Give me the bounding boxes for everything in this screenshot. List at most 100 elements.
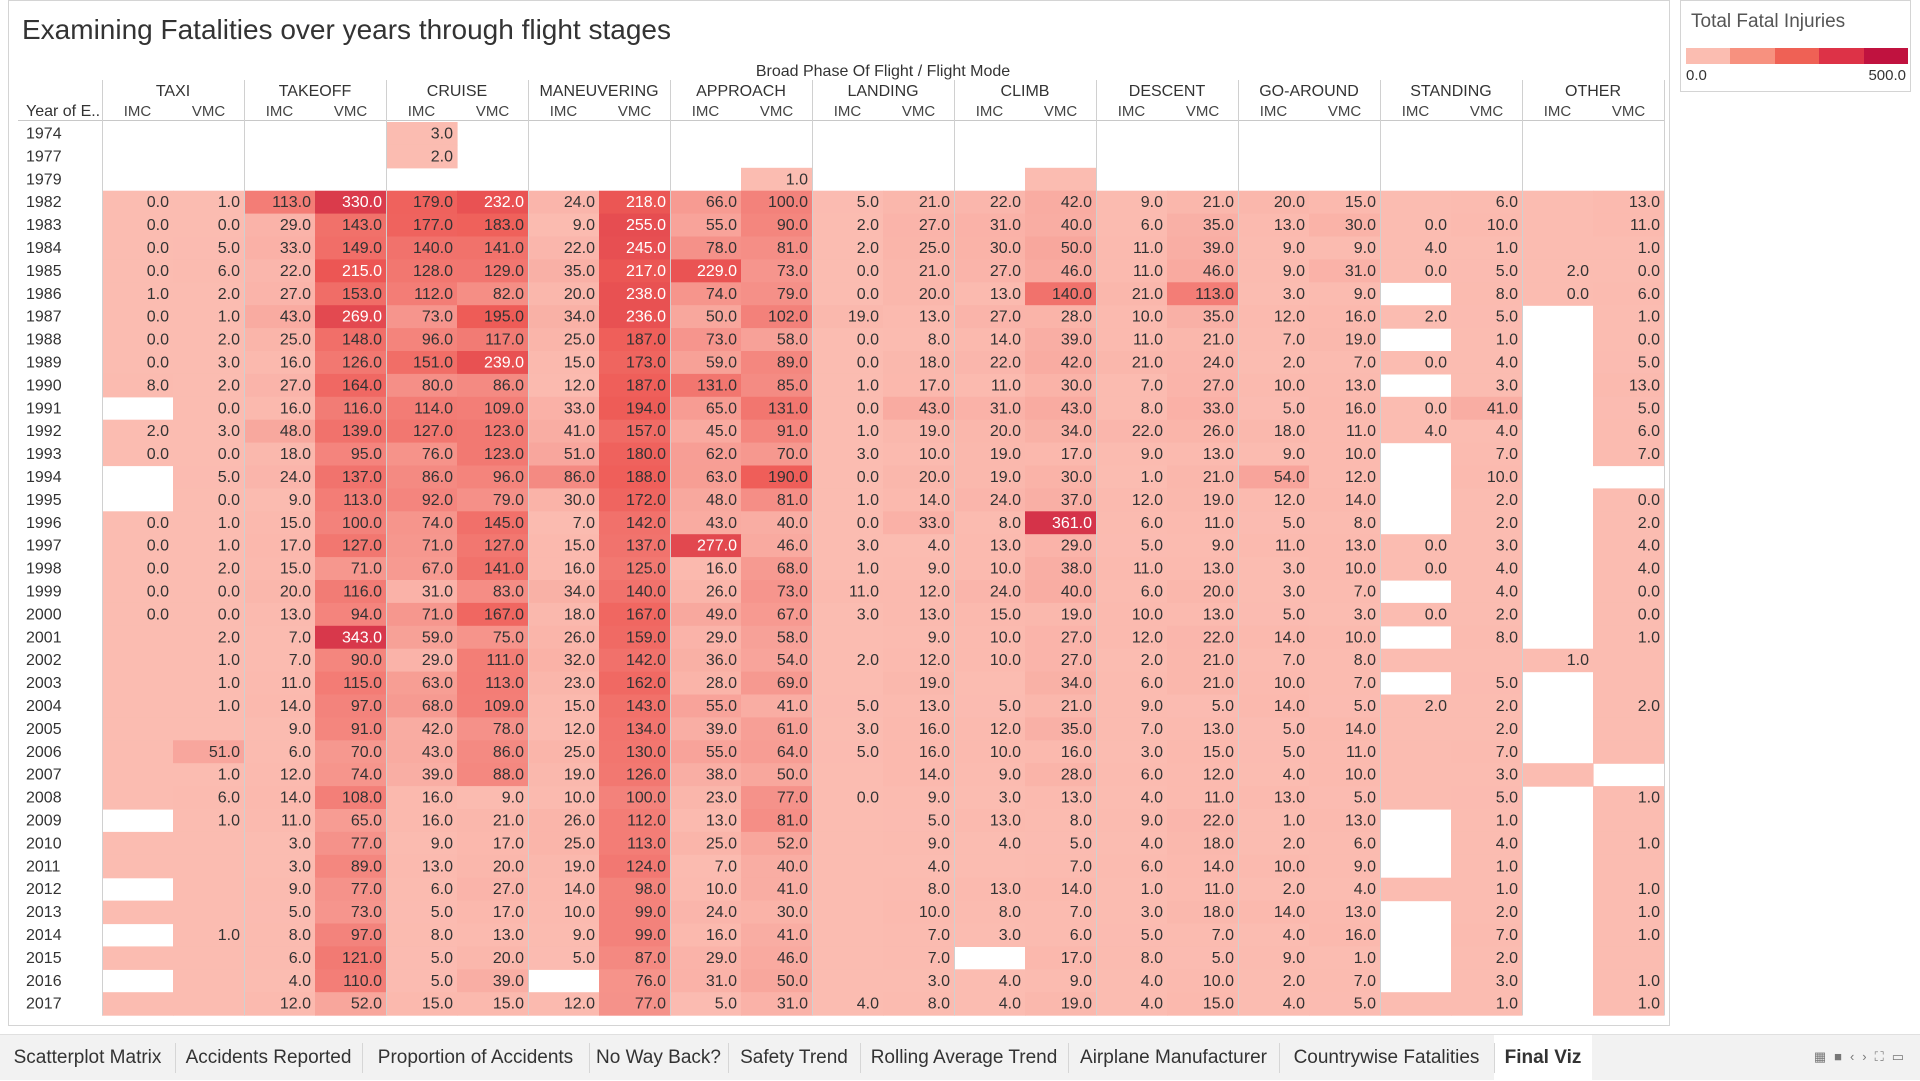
sheet-tab[interactable]: Rolling Average Trend xyxy=(870,1047,1058,1068)
phase-label: CLIMB xyxy=(1001,83,1050,100)
cell-value-label: 19.0 xyxy=(1203,492,1234,509)
cell-value-label: 4.0 xyxy=(1496,355,1518,372)
cell-value-label: 164.0 xyxy=(342,377,382,394)
cell-value-label: 16.0 xyxy=(1345,927,1376,944)
sheet-tab[interactable]: Final Viz xyxy=(1494,1035,1592,1081)
heatmap-cell xyxy=(1167,717,1239,741)
cell-value-label: 1.0 xyxy=(1638,629,1660,646)
tab-navigation-icons[interactable]: ▦■‹›⛶▭ xyxy=(1813,1049,1912,1064)
sheet-tab[interactable]: Airplane Manufacturer xyxy=(1080,1047,1267,1068)
sheet-tab[interactable]: Scatterplot Matrix xyxy=(13,1047,162,1068)
heatmap-cell xyxy=(1096,236,1168,260)
heatmap-cell xyxy=(741,900,813,925)
heatmap-cell xyxy=(741,602,813,627)
heatmap-cell xyxy=(173,694,245,718)
heatmap-cell xyxy=(1025,625,1097,650)
year-label: 2010 xyxy=(26,835,62,852)
cell-value-label: 14.0 xyxy=(990,332,1021,349)
heatmap-cell xyxy=(1167,236,1239,260)
cell-value-label: 5.0 xyxy=(1283,721,1305,738)
heatmap-cell xyxy=(315,305,387,329)
cell-value-label: 6.0 xyxy=(1141,584,1163,601)
cell-value-label: 16.0 xyxy=(706,927,737,944)
heatmap-chart: Broad Phase Of Flight / Flight ModeTAXII… xyxy=(18,63,1665,1016)
cell-value-label: 96.0 xyxy=(493,469,524,486)
heatmap-cell xyxy=(173,305,245,329)
cell-value-label: 5.0 xyxy=(218,469,240,486)
cell-value-label: 2.0 xyxy=(857,652,879,669)
cell-value-label: 95.0 xyxy=(351,446,382,463)
cell-value-label: 2.0 xyxy=(431,148,453,165)
heatmap-cell xyxy=(1593,923,1665,947)
heatmap-cell xyxy=(1380,351,1452,375)
heatmap-cell xyxy=(1167,992,1239,1016)
heatmap-cell xyxy=(1096,488,1168,512)
heatmap-cell xyxy=(1309,236,1381,260)
heatmap-cell xyxy=(315,465,387,489)
cell-value-label: 1.0 xyxy=(218,675,240,692)
cell-value-label: 1.0 xyxy=(218,515,240,532)
heatmap-cell xyxy=(670,992,742,1016)
cell-value-label: 2.0 xyxy=(1283,881,1305,898)
cell-value-label: 0.0 xyxy=(1425,217,1447,234)
cell-value-label: 6.0 xyxy=(431,881,453,898)
heatmap-cell xyxy=(1025,809,1097,833)
cell-value-label: 26.0 xyxy=(706,584,737,601)
heatmap-cell xyxy=(741,328,813,352)
tab-separator xyxy=(728,1043,729,1073)
heatmap-cell xyxy=(883,786,955,810)
cell-value-label: 29.0 xyxy=(422,652,453,669)
heatmap-cell xyxy=(1096,992,1168,1016)
cell-value-label: 16.0 xyxy=(280,400,311,417)
sheet-tab[interactable]: No Way Back? xyxy=(596,1047,721,1068)
cell-value-label: 114.0 xyxy=(414,400,453,417)
heatmap-cell xyxy=(1309,946,1381,970)
cell-value-label: 22.0 xyxy=(1203,629,1234,646)
cell-value-label: 8.0 xyxy=(289,927,311,944)
heatmap-cell xyxy=(954,854,1026,879)
sheet-tab[interactable]: Proportion of Accidents xyxy=(377,1047,574,1068)
heatmap-cell xyxy=(1025,557,1097,581)
year-label: 1987 xyxy=(26,309,62,326)
mode-label: IMC xyxy=(408,103,436,120)
heatmap-cell xyxy=(1451,282,1523,306)
heatmap-cell xyxy=(528,259,600,283)
cell-value-label: 39.0 xyxy=(1203,240,1234,257)
cell-value-label: 99.0 xyxy=(635,904,666,921)
heatmap-cell xyxy=(741,557,813,581)
cell-value-label: 0.0 xyxy=(147,263,169,280)
sheet-tab[interactable]: Accidents Reported xyxy=(185,1047,352,1068)
cell-value-label: 4.0 xyxy=(1354,881,1376,898)
heatmap-cell xyxy=(1238,580,1310,604)
cell-value-label: 0.0 xyxy=(857,355,879,372)
heatmap-cell xyxy=(1167,625,1239,650)
heatmap-cell xyxy=(883,854,955,879)
sheet-tab[interactable]: Safety Trend xyxy=(740,1047,848,1068)
cell-value-label: 2.0 xyxy=(1425,309,1447,326)
cell-value-label: 0.0 xyxy=(218,584,240,601)
heatmap-cell xyxy=(1380,236,1452,260)
heatmap-cell xyxy=(457,900,529,925)
heatmap-cell xyxy=(1096,602,1168,627)
sheet-tab[interactable]: Countrywise Fatalities xyxy=(1293,1047,1480,1068)
cell-value-label: 10.0 xyxy=(1345,446,1376,463)
heatmap-cell xyxy=(954,831,1026,856)
heatmap-cell xyxy=(528,442,600,467)
heatmap-cell xyxy=(1593,648,1665,673)
cell-value-label: 0.0 xyxy=(218,217,240,234)
heatmap-cell xyxy=(812,351,884,375)
cell-value-label: 13.0 xyxy=(1203,561,1234,578)
cell-value-label: 217.0 xyxy=(626,263,666,280)
cell-value-label: 0.0 xyxy=(218,606,240,623)
cell-value-label: 30.0 xyxy=(990,240,1021,257)
heatmap-cell xyxy=(528,190,600,215)
heatmap-cell xyxy=(599,625,671,650)
heatmap-cell xyxy=(812,992,884,1016)
cell-value-label: 172.0 xyxy=(626,492,666,509)
heatmap-cell xyxy=(954,305,1026,329)
cell-value-label: 31.0 xyxy=(706,973,737,990)
cell-value-label: 1.0 xyxy=(1496,240,1518,257)
cell-value-label: 14.0 xyxy=(1274,904,1305,921)
heatmap-cell xyxy=(954,328,1026,352)
heatmap-cell xyxy=(102,213,174,238)
